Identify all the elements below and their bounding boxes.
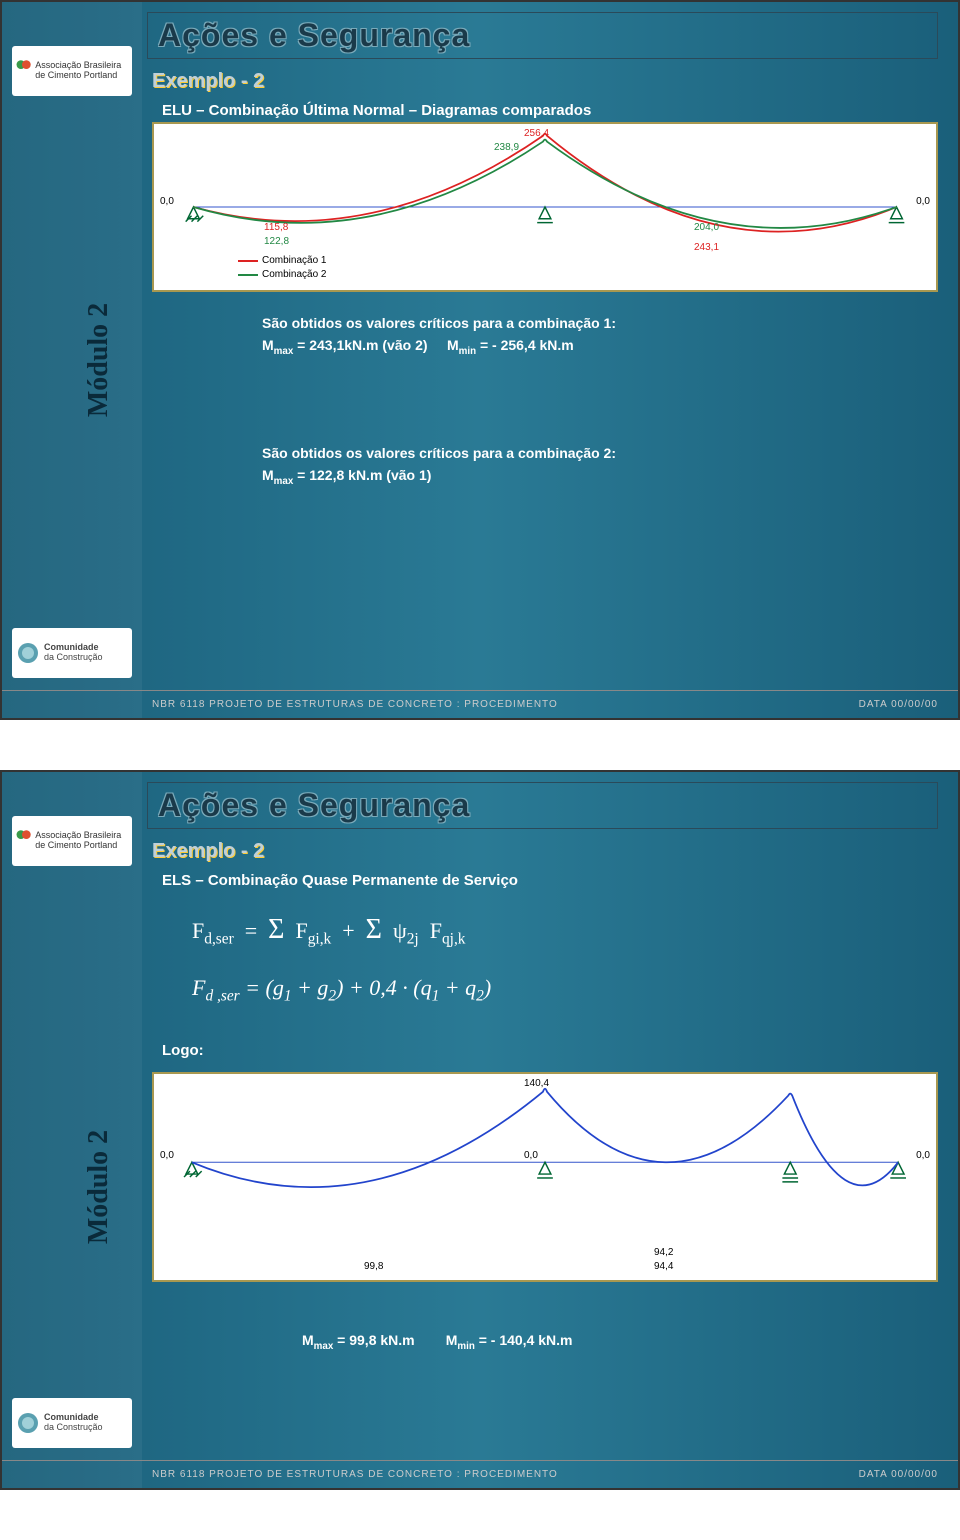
logo-com-l2-2: da Construção — [44, 1423, 103, 1433]
footer-left-2: NBR 6118 PROJETO DE ESTRUTURAS DE CONCRE… — [152, 1469, 558, 1480]
diagram-combined: 0,0 0,0 115,8 122,8 238,9 256,4 204,0 24… — [152, 122, 938, 292]
comunidade-icon-2 — [16, 1411, 40, 1435]
lbl2-94a: 94,2 — [654, 1247, 673, 1258]
lbl-122: 122,8 — [264, 236, 289, 247]
lbl-0-right: 0,0 — [916, 196, 930, 207]
logo-abcp-2: Associação Brasileira de Cimento Portlan… — [12, 816, 132, 866]
title-main-2: Ações e Segurança — [158, 787, 927, 824]
comunidade-icon — [16, 641, 40, 665]
footer-left: NBR 6118 PROJETO DE ESTRUTURAS DE CONCRE… — [152, 699, 558, 710]
lbl2-140: 140,4 — [524, 1078, 549, 1089]
footer-bar: NBR 6118 PROJETO DE ESTRUTURAS DE CONCRE… — [2, 690, 958, 718]
legend-1: Combinação 1 — [262, 254, 326, 268]
lbl2-94b: 94,4 — [654, 1261, 673, 1272]
swatch-2 — [238, 274, 258, 276]
logo-abcp-text: Associação Brasileira de Cimento Portlan… — [35, 61, 128, 81]
chart-legend: Combinação 1 Combinação 2 — [238, 254, 326, 282]
title-main: Ações e Segurança — [158, 17, 927, 54]
lbl2-0-mid: 0,0 — [524, 1150, 538, 1161]
subtitle: Exemplo - 2 — [152, 70, 264, 93]
diagram-service: 0,0 0,0 0,0 140,4 99,8 94,2 94,4 — [152, 1072, 938, 1282]
left-sidebar-2: Associação Brasileira de Cimento Portlan… — [2, 772, 142, 1488]
logo-label: Logo: — [162, 1042, 204, 1059]
logo-com-text: Comunidade da Construção — [40, 643, 103, 663]
lbl2-99: 99,8 — [364, 1261, 383, 1272]
modulo-label: Módulo 2 — [83, 303, 115, 417]
subtext: ELU – Combinação Última Normal – Diagram… — [162, 102, 591, 119]
logo-com-l2: da Construção — [44, 653, 103, 663]
legend-2: Combinação 2 — [262, 268, 326, 282]
slide-2: Associação Brasileira de Cimento Portlan… — [0, 770, 960, 1490]
lbl-243: 243,1 — [694, 242, 719, 253]
modulo-label-2: Módulo 2 — [83, 1130, 115, 1244]
text-block-2: São obtidos os valores críticos para a c… — [262, 442, 616, 490]
logo-abcp-text-2: Associação Brasileira de Cimento Portlan… — [35, 831, 128, 851]
subtitle-2: Exemplo - 2 — [152, 840, 264, 863]
lbl-0-left: 0,0 — [160, 196, 174, 207]
footer-right: DATA 00/00/00 — [859, 699, 938, 710]
subtext-2: ELS – Combinação Quase Permanente de Ser… — [162, 872, 518, 889]
left-sidebar: Associação Brasileira de Cimento Portlan… — [2, 2, 142, 718]
lbl-256: 256,4 — [524, 128, 549, 139]
tb1-l1: São obtidos os valores críticos para a c… — [262, 312, 616, 334]
tb2-l2: Mmax = 122,8 kN.m (vão 1) — [262, 464, 616, 489]
tb1-l2: Mmax = 243,1kN.m (vão 2) Mmin = - 256,4 … — [262, 334, 616, 359]
logo-comunidade: Comunidade da Construção — [12, 628, 132, 678]
moment-diagram-svg-2 — [154, 1074, 936, 1280]
formula-1: Fd,ser = Σ Fgi,k + Σ ψ2j Fqj,k — [192, 902, 491, 958]
text-block-1: São obtidos os valores críticos para a c… — [262, 312, 616, 360]
abcp-icon — [16, 57, 31, 85]
formula-block: Fd,ser = Σ Fgi,k + Σ ψ2j Fqj,k Fd ,ser =… — [192, 902, 491, 1020]
slide-header-2: Ações e Segurança — [147, 782, 938, 829]
slide-1: Associação Brasileira de Cimento Portlan… — [0, 0, 960, 720]
lbl2-0-left: 0,0 — [160, 1150, 174, 1161]
lbl-238: 238,9 — [494, 142, 519, 153]
swatch-1 — [238, 260, 258, 262]
lbl-204: 204,0 — [694, 222, 719, 233]
footer-bar-2: NBR 6118 PROJETO DE ESTRUTURAS DE CONCRE… — [2, 1460, 958, 1488]
lbl-115: 115,8 — [264, 222, 288, 233]
slide-header: Ações e Segurança — [147, 12, 938, 59]
logo-com-text-2: Comunidade da Construção — [40, 1413, 103, 1433]
footer-right-2: DATA 00/00/00 — [859, 1469, 938, 1480]
tb2-l1: São obtidos os valores críticos para a c… — [262, 442, 616, 464]
lbl2-0-right: 0,0 — [916, 1150, 930, 1161]
result-line: Mmax = 99,8 kN.m Mmin = - 140,4 kN.m — [302, 1332, 572, 1352]
logo-abcp: Associação Brasileira de Cimento Portlan… — [12, 46, 132, 96]
logo-comunidade-2: Comunidade da Construção — [12, 1398, 132, 1448]
abcp-icon-2 — [16, 827, 31, 855]
formula-2: Fd ,ser = (g1 + g2) + 0,4 · (q1 + q2) — [192, 966, 491, 1012]
